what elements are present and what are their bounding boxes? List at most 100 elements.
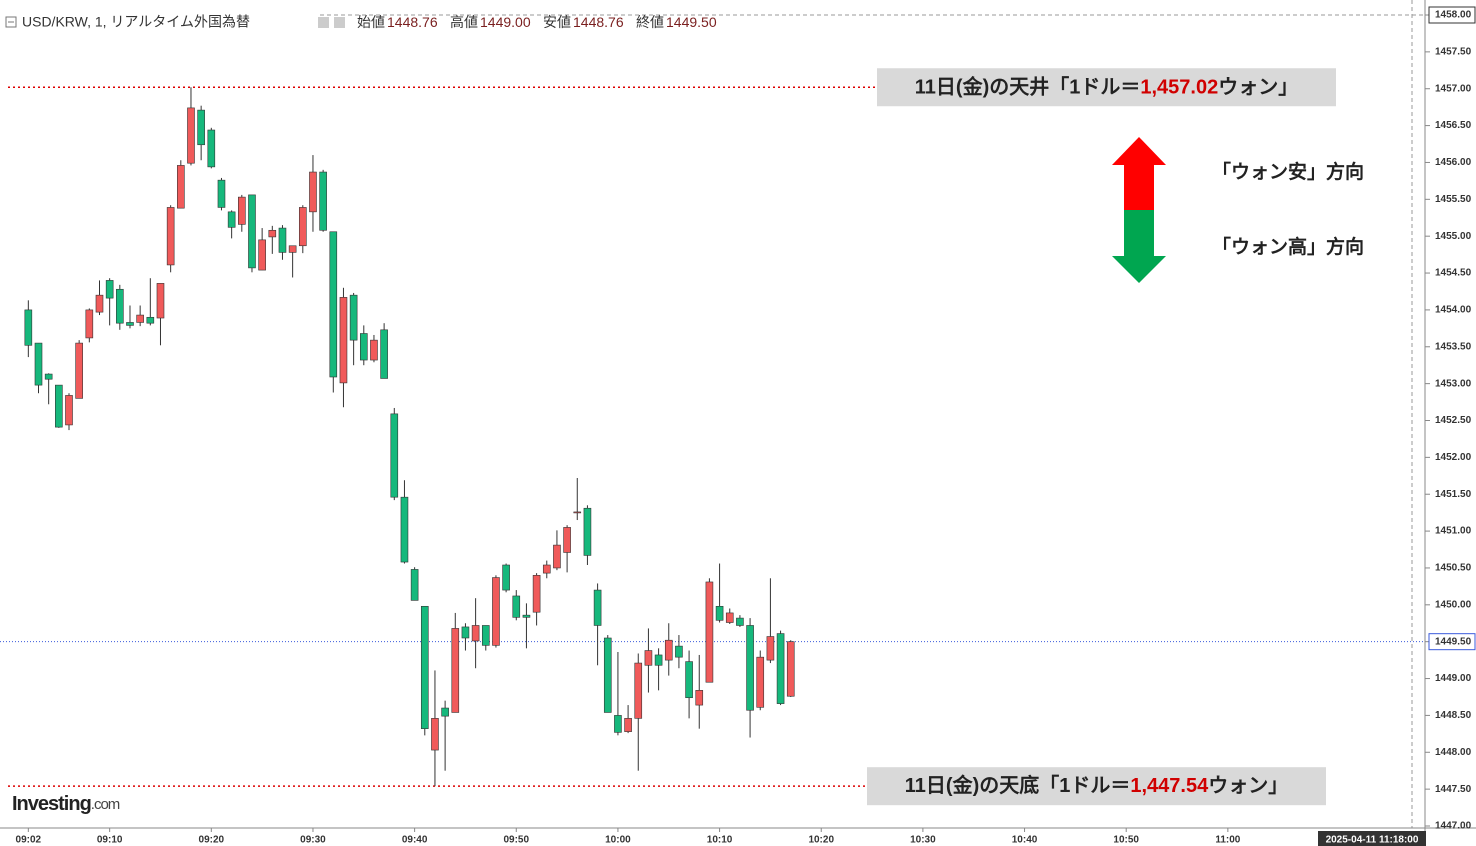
candle-body — [431, 718, 439, 751]
collapse-icon[interactable] — [5, 16, 17, 28]
y-tick-label: 1457.00 — [1435, 83, 1472, 94]
settings-icon[interactable] — [334, 17, 345, 28]
candle-body — [675, 645, 683, 658]
candle-body — [227, 211, 236, 228]
candle-body — [288, 245, 297, 253]
candle-body — [339, 297, 348, 384]
up-arrow — [1112, 137, 1166, 210]
candle-body — [217, 179, 226, 208]
annotation-value: 1,447.54 — [1130, 775, 1209, 797]
candle-body — [603, 637, 612, 713]
down-arrow — [1112, 210, 1166, 283]
candle-body — [146, 316, 155, 324]
candle-body — [136, 314, 144, 323]
candle-body — [95, 294, 104, 313]
candle-body — [786, 641, 795, 697]
annotation-prefix: 11日(金)の天底「1ドル＝ — [905, 773, 1131, 797]
candle-body — [309, 171, 317, 213]
candle-body — [268, 229, 277, 238]
candle-body — [55, 384, 63, 428]
candle-body — [278, 227, 287, 253]
annotation-suffix: ウォン」 — [1218, 76, 1298, 99]
candle-body — [736, 617, 744, 626]
candle-body — [75, 342, 83, 399]
candle-body — [329, 231, 338, 378]
candle-body — [644, 650, 653, 666]
candle-body — [614, 715, 622, 733]
x-tick-label: 10:50 — [1113, 835, 1139, 846]
x-tick-label: 10:00 — [605, 835, 631, 846]
candle-body — [441, 707, 449, 717]
y-tick-label: 1450.50 — [1435, 563, 1472, 574]
candle-body — [664, 639, 673, 661]
candle-body — [349, 294, 358, 341]
x-tick-label: 11:00 — [1215, 835, 1240, 846]
brand: Investing.com — [12, 793, 120, 815]
candle-body — [624, 718, 632, 732]
legend-label: 「ウォン高」方向 — [1212, 235, 1364, 258]
candle-body — [166, 207, 175, 266]
ohlc-header: 高値 1449.00 — [450, 14, 531, 30]
x-tick-label: 09:02 — [16, 835, 42, 846]
candle-body — [776, 633, 785, 704]
x-tick-label: 09:50 — [503, 835, 529, 846]
ohlc-header: 安値 1448.76 — [543, 14, 624, 30]
candle-body — [116, 288, 124, 324]
ohlc-label: 高値 — [450, 14, 478, 30]
annotation-value: 1,457.02 — [1140, 77, 1218, 99]
candle-body — [685, 661, 693, 699]
candle-body — [207, 129, 216, 168]
x-tick-label: 10:10 — [707, 835, 733, 846]
last-price-box — [1428, 633, 1476, 651]
candle-body — [126, 322, 134, 326]
ohlc-value: 1448.76 — [573, 14, 624, 30]
candle-body — [481, 625, 490, 646]
x-tick-label: 09:40 — [402, 835, 428, 846]
y-tick-label: 1454.00 — [1435, 305, 1472, 316]
x-tick-label: 09:30 — [300, 835, 326, 846]
y-tick-label: 1447.00 — [1435, 821, 1472, 832]
candle-body — [410, 569, 419, 601]
annotation-box — [867, 767, 1326, 806]
candle-body — [654, 654, 663, 666]
candle-body — [634, 662, 643, 719]
candle-body — [573, 511, 582, 514]
candle-body — [44, 373, 53, 380]
y-tick-label: 1452.50 — [1435, 415, 1472, 426]
y-tick-label: 1455.00 — [1435, 231, 1472, 242]
annotation-suffix: ウォン」 — [1208, 774, 1288, 797]
cursor-time: 2025-04-11 11:18:00 — [1326, 835, 1419, 846]
cursor-time-box — [1318, 831, 1426, 846]
y-tick-label: 1454.50 — [1435, 268, 1472, 279]
annotation-text: 11日(金)の天底「1ドル＝1,447.54ウォン」 — [905, 773, 1288, 797]
candle-body — [746, 625, 754, 711]
settings-icon[interactable] — [318, 17, 329, 28]
candle-body — [542, 564, 551, 574]
candle-body — [461, 626, 470, 639]
y-tick-label: 1451.50 — [1435, 489, 1472, 500]
candle-body — [187, 107, 195, 164]
candle-body — [420, 605, 429, 729]
candle-body — [238, 196, 246, 225]
y-tick-label: 1456.00 — [1435, 157, 1472, 168]
ohlc-value: 1449.50 — [666, 14, 717, 30]
x-tick-label: 09:20 — [199, 835, 225, 846]
y-tick-label: 1450.00 — [1435, 599, 1472, 610]
candle-body — [522, 614, 531, 618]
candle-body — [583, 507, 592, 556]
y-tick-label: 1448.00 — [1435, 747, 1472, 758]
candle-body — [177, 165, 185, 209]
candle-body — [34, 342, 43, 386]
candle-body — [248, 194, 256, 269]
candle-body — [756, 656, 765, 708]
y-tick-box — [1428, 6, 1476, 24]
annotation-prefix: 11日(金)の天井「1ドル＝ — [915, 75, 1141, 99]
y-tick-label: 1455.50 — [1435, 194, 1472, 205]
candle-body — [85, 309, 94, 339]
candle-body — [553, 544, 561, 569]
last-price-label: 1449.50 — [1435, 636, 1472, 647]
y-tick-label: 1447.50 — [1435, 784, 1472, 795]
candle-body — [105, 280, 114, 299]
candle-body — [298, 207, 307, 247]
